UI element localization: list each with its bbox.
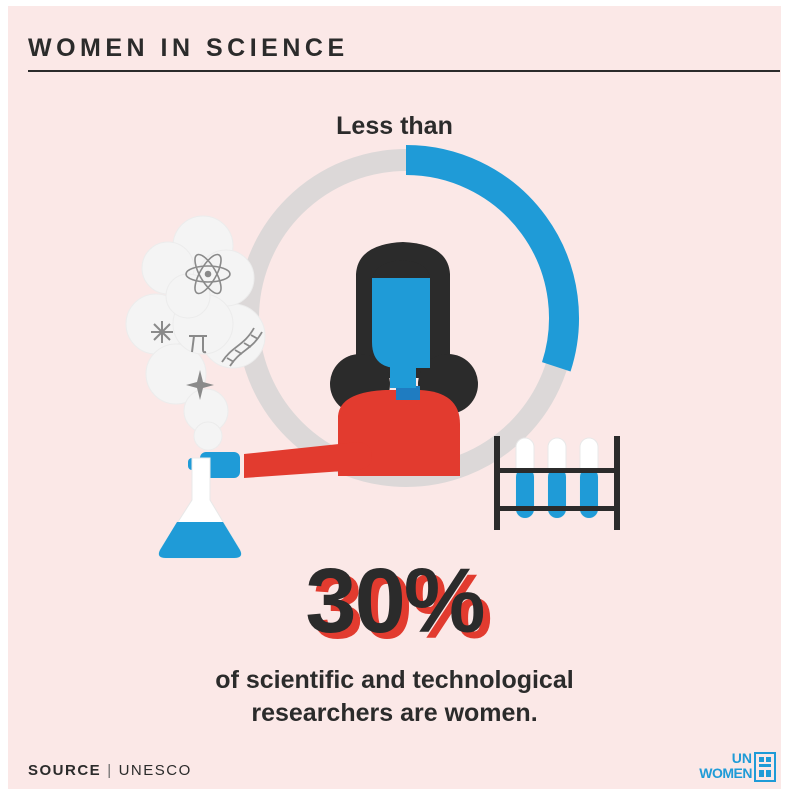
page-title: WOMEN IN SCIENCE (28, 34, 349, 62)
sparkle-icon (151, 321, 173, 343)
stat-value-text: 30% (305, 550, 485, 652)
test-tube (547, 437, 567, 519)
stat-value-shadow: 30% (312, 556, 492, 658)
stat-caption: of scientific and technological research… (8, 664, 781, 730)
logo-text-un: UN (731, 750, 752, 766)
stat-intro: Less than (336, 112, 453, 140)
test-tube-rack-icon (494, 436, 620, 530)
atom-icon (185, 253, 231, 295)
flask-icon (158, 457, 242, 559)
infographic-card: WOMEN IN SCIENCE Less than (8, 6, 781, 789)
scientist-body (244, 386, 460, 478)
progress-ring-fill (405, 145, 579, 372)
source-separator: | (107, 762, 113, 779)
pi-icon (189, 335, 207, 354)
logo-text-women: WOMEN (699, 765, 752, 781)
scientist-illustration (125, 145, 620, 559)
un-women-emblem-icon (754, 752, 776, 782)
source-label: SOURCE (28, 762, 102, 779)
un-women-logo: UN WOMEN (678, 750, 776, 784)
test-tube (515, 437, 535, 519)
scientist-face (372, 260, 430, 388)
stat-value: 30% 30% (8, 550, 781, 657)
star-icon (186, 370, 214, 400)
test-tube (579, 437, 599, 519)
dna-icon (221, 327, 263, 367)
title-underline (28, 70, 780, 72)
stat-caption-line2: researchers are women. (251, 699, 538, 727)
source-value: UNESCO (118, 762, 192, 779)
stat-caption-line1: of scientific and technological (215, 666, 574, 694)
source-credit: SOURCE | UNESCO (28, 762, 192, 779)
smoke-cloud (125, 215, 266, 451)
